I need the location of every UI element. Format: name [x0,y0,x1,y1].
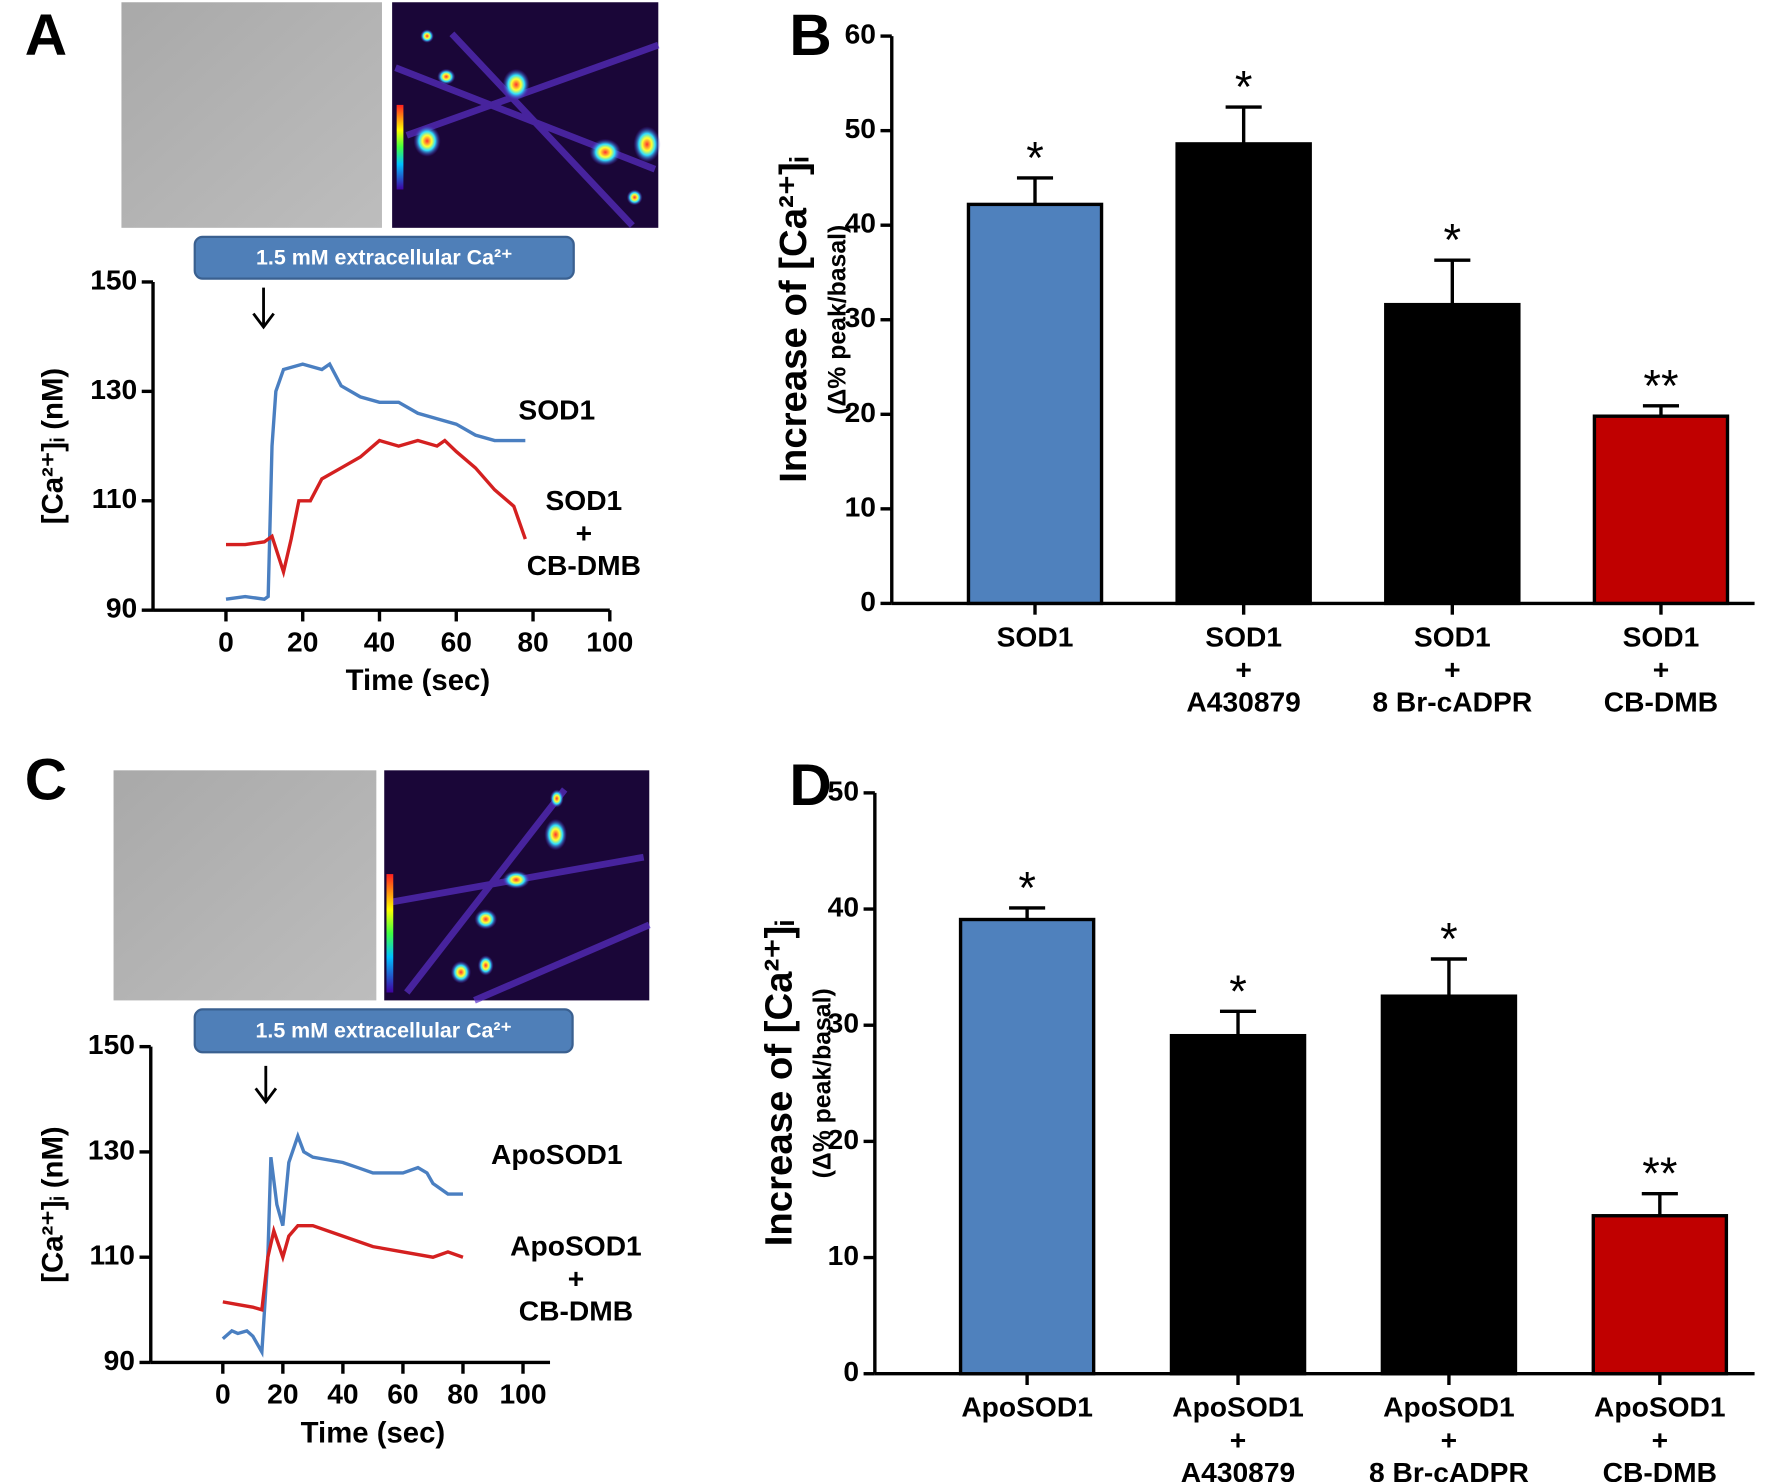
y-tick-label: 150 [88,1028,135,1060]
y-tick-label: 130 [90,373,137,405]
y-axis-note: (Δ% peak/basal) [824,225,851,415]
y-tick-label: 110 [92,482,137,514]
x-tick-label: 40 [327,1378,358,1410]
panel-label: C [25,747,67,812]
y-tick-label: 60 [845,18,876,50]
y-tick-label: 40 [845,207,876,239]
significance: * [1229,966,1247,1017]
stimulus-label: 1.5 mM extracellular Ca²⁺ [255,1019,511,1043]
x-tick-label: ApoSOD1 + CB-DMB [1594,1391,1726,1482]
y-axis-label: [Ca²⁺]ᵢ (nM) [37,1126,70,1282]
significance: * [1018,862,1036,913]
x-tick-label: 20 [287,625,318,657]
series-line [221,1131,463,1358]
significance: ** [1642,1148,1677,1199]
y-tick-label: 90 [106,592,137,624]
bar [1380,994,1518,1376]
y-tick-label: 50 [845,112,876,144]
stimulus-arrow [252,287,275,330]
series-line [225,438,527,579]
panel-label: B [789,3,831,68]
bar [966,202,1104,606]
x-tick-label: 60 [441,625,472,657]
panel-label: A [25,3,67,68]
x-tick-label: ApoSOD1 +8 Br-cADPR [1369,1391,1529,1482]
y-axis-label: [Ca²⁺]ᵢ (nM) [37,368,70,524]
y-tick-label: 110 [89,1239,134,1271]
x-tick-label: 0 [215,1378,231,1410]
series-line [225,361,526,601]
x-tick-label: 80 [517,625,548,657]
x-tick-label: SOD1 + CB-DMB [1604,620,1718,717]
y-tick-label: 0 [843,1355,859,1387]
x-tick-label: SOD1 +8 Br-cADPR [1372,620,1532,717]
bar [1384,302,1521,606]
x-tick-label: 80 [447,1378,478,1410]
y-tick-label: 50 [828,774,859,806]
series-label: ApoSOD1 + CB-DMB [510,1229,642,1326]
y-tick-label: 30 [828,1007,859,1039]
significance: ** [1643,360,1678,411]
y-axis-label: Increase of [Ca²⁺]ᵢ [757,920,800,1246]
x-tick-label: ApoSOD1 [961,1391,1093,1423]
x-tick-label: SOD1 [997,620,1074,652]
images-a [121,2,661,228]
x-tick-label: SOD1 + A430879 [1186,620,1300,717]
x-axis-label: Time (sec) [301,1416,445,1449]
stimulus-arrow [254,1065,278,1105]
y-tick-label: 90 [104,1344,135,1376]
y-tick-label: 10 [828,1239,859,1271]
y-tick-label: 0 [860,585,876,617]
y-tick-label: 30 [845,301,876,333]
series-line [222,1223,464,1312]
x-tick-label: 100 [586,625,633,657]
series-label: ApoSOD1 [491,1138,623,1170]
significance: * [1026,132,1044,183]
panel-label: D [789,753,831,818]
y-tick-label: 40 [828,891,859,923]
x-tick-label: 0 [218,625,234,657]
significance: * [1235,61,1253,112]
significance: * [1444,215,1462,266]
y-axis-label: Increase of [Ca²⁺]ᵢ [772,157,815,483]
y-tick-label: 20 [828,1123,859,1155]
x-tick-label: 40 [364,625,395,657]
bar [1591,1214,1729,1376]
series-label: SOD1 [518,394,595,426]
stimulus-label: 1.5 mM extracellular Ca²⁺ [256,245,512,269]
y-tick-label: 10 [845,490,876,522]
bar [1175,142,1312,606]
y-tick-label: 130 [88,1133,135,1165]
images-c [113,770,651,1004]
x-tick-label: 20 [267,1378,298,1410]
x-axis-label: Time (sec) [346,664,490,697]
series-label: SOD1 + CB-DMB [527,484,641,581]
x-tick-label: 60 [387,1378,418,1410]
x-tick-label: 100 [499,1378,546,1410]
x-tick-label: ApoSOD1 + A430879 [1172,1391,1304,1482]
stimulus-box [193,1008,574,1054]
y-axis-note: (Δ% peak/basal) [810,988,837,1178]
significance: * [1440,913,1458,964]
bar [958,917,1096,1376]
y-tick-label: 150 [90,263,137,295]
y-tick-label: 20 [845,396,876,428]
stimulus-box [193,235,575,280]
bar [1592,414,1730,606]
bar [1169,1033,1307,1376]
